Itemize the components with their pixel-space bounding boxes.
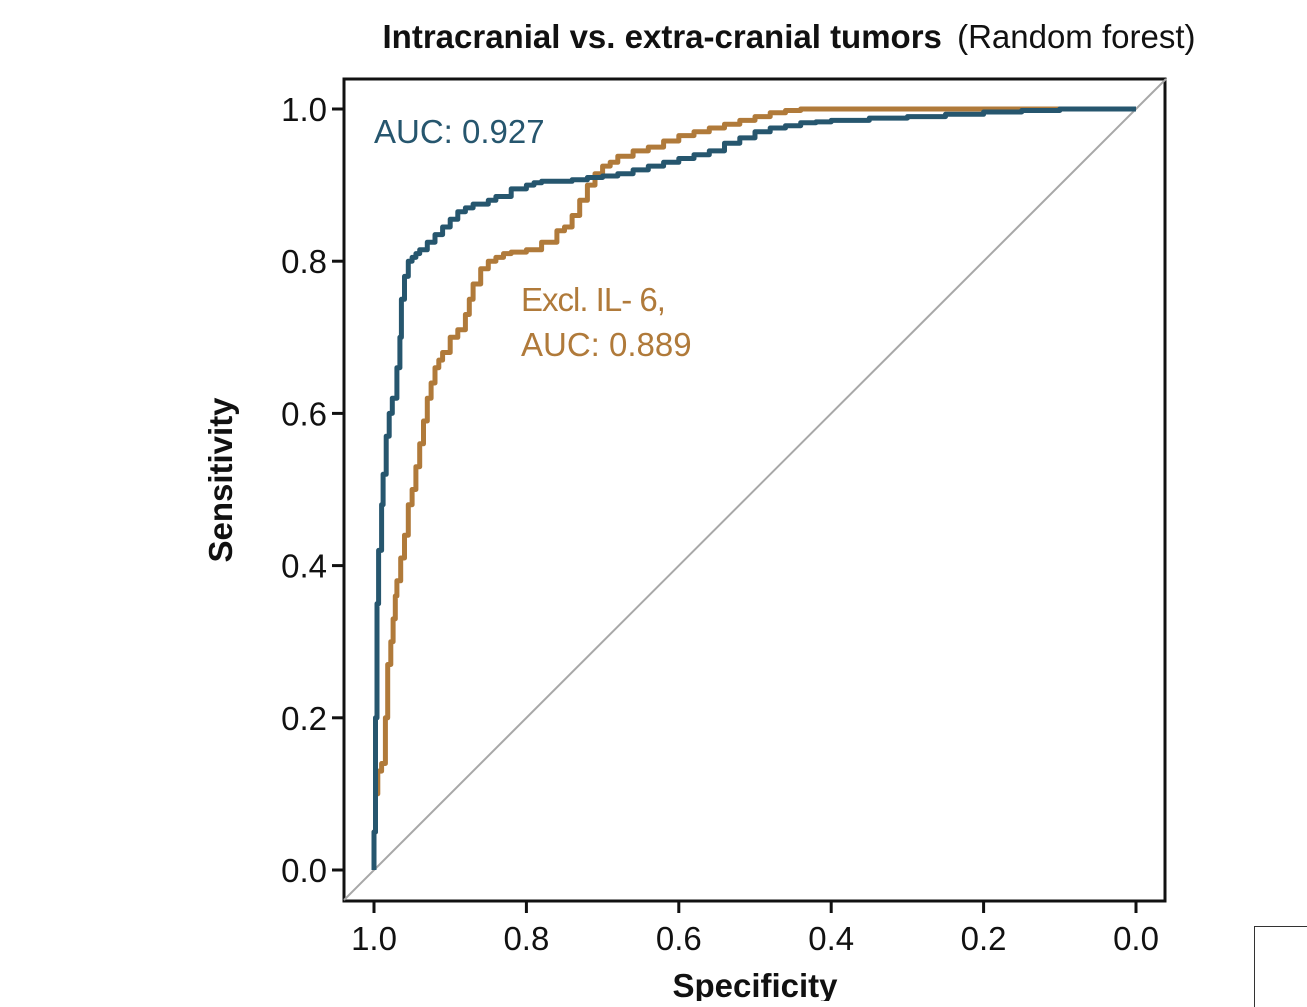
roc-curve-series-1 xyxy=(371,106,1136,870)
chart-title: Intracranial vs. extra-cranial tumors (R… xyxy=(383,18,1196,55)
series-layer xyxy=(371,106,1136,870)
x-tick-label: 0.0 xyxy=(1113,920,1159,957)
y-tick-label: 0.6 xyxy=(281,395,327,432)
chart-title-bold: Intracranial vs. extra-cranial tumors xyxy=(383,18,942,55)
plot-frame xyxy=(342,77,1167,903)
x-tick-label: 0.4 xyxy=(808,920,854,957)
axis-layer: 1.0 0.8 0.6 0.4 0.2 0.0 0.0 0.2 0.4 0.6 0.8 1.0 xyxy=(281,91,1159,957)
series-2-auc-label: AUC: 0.889 xyxy=(521,326,692,363)
y-tick-label: 0.0 xyxy=(281,852,327,889)
roc-curve-series-2 xyxy=(371,106,1136,870)
x-tick-label: 1.0 xyxy=(351,920,397,957)
partial-frame-corner xyxy=(1254,926,1307,1007)
y-tick-label: 0.4 xyxy=(281,548,327,585)
series-1-auc-label: AUC: 0.927 xyxy=(374,113,545,150)
series-2-label: Excl. IL- 6, xyxy=(521,281,665,318)
y-tick-label: 1.0 xyxy=(281,91,327,128)
x-tick-label: 0.8 xyxy=(503,920,549,957)
x-axis-label: Specificity xyxy=(672,967,838,1001)
y-tick-label: 0.2 xyxy=(281,700,327,737)
y-tick-label: 0.8 xyxy=(281,243,327,280)
y-axis-label: Sensitivity xyxy=(202,397,239,563)
x-tick-label: 0.2 xyxy=(961,920,1007,957)
x-tick-label: 0.6 xyxy=(656,920,702,957)
reference-diagonal xyxy=(343,78,1167,901)
chart-title-regular: (Random forest) xyxy=(957,18,1195,55)
